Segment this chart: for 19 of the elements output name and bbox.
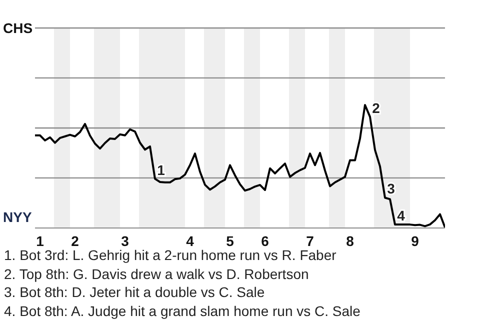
annotation: 4 xyxy=(397,208,406,224)
x-tick-label: 6 xyxy=(261,232,270,249)
x-tick-label: 9 xyxy=(411,232,420,249)
text: 3. Bot 8th: D. Jeter hit a double vs C. Sale xyxy=(4,283,266,302)
text: 2. Top 8th: G. Davis drew a walk vs D. Robertson xyxy=(4,264,310,283)
text: 1. Bot 3rd: L. Gehrig hit a 2-run home run vs R. Faber xyxy=(4,247,336,263)
x-tick-label: 2 xyxy=(71,232,80,249)
x-tick-label: 4 xyxy=(186,232,194,249)
annotation: 2 xyxy=(372,100,380,116)
x-tick-label: 1 xyxy=(36,232,44,249)
x-tick-label: 3 xyxy=(121,232,130,249)
x-tick-label: 5 xyxy=(226,232,234,249)
x-tick-label: 7 xyxy=(306,232,314,249)
text: 4. Bot 8th: A. Judge hit a grand slam home run vs C. Sale xyxy=(4,302,362,320)
annotation: 1 xyxy=(157,162,166,178)
annotation: 3 xyxy=(387,180,396,197)
text: NYY xyxy=(3,209,32,225)
text: CHS xyxy=(3,20,33,36)
x-tick-label: 8 xyxy=(346,232,354,249)
